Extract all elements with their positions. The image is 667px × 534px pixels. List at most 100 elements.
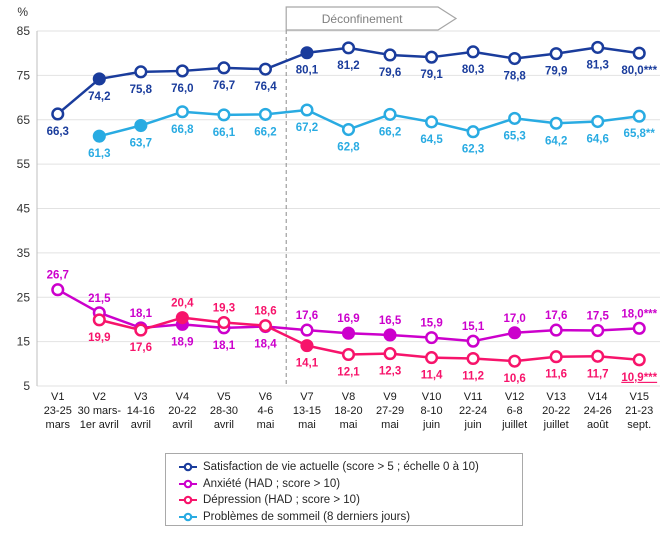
x-tick-date-label: 20-22 — [542, 405, 570, 417]
data-point — [92, 313, 106, 327]
x-tick-visit-label: V13 — [546, 391, 566, 403]
data-label: 64,6 — [587, 134, 609, 146]
y-tick-label: 45 — [17, 202, 31, 216]
legend-label: Satisfaction de vie actuelle (score > 5 … — [203, 461, 479, 474]
data-point — [92, 72, 106, 86]
data-label: 66,1 — [213, 127, 236, 139]
data-point — [175, 105, 189, 119]
x-tick-date-label: mai — [340, 419, 358, 431]
data-label: 62,3 — [462, 144, 484, 156]
x-tick-visit-label: V10 — [422, 391, 442, 403]
data-label: 18,0*** — [621, 308, 657, 320]
data-label: 20,4 — [171, 298, 194, 310]
data-label: 18,1 — [130, 308, 153, 320]
data-point — [632, 321, 646, 335]
data-label: 64,5 — [420, 134, 443, 146]
x-tick-date-label: sept. — [627, 419, 651, 431]
data-point — [300, 339, 314, 353]
data-point — [466, 125, 480, 139]
series-line — [98, 316, 641, 363]
y-tick-label: 35 — [17, 246, 31, 260]
data-label: 81,2 — [337, 60, 359, 72]
x-tick-date-label: août — [587, 419, 608, 431]
data-label: 19,9 — [88, 332, 110, 344]
data-point — [258, 107, 272, 121]
data-point — [632, 353, 646, 367]
data-label: 26,7 — [47, 270, 69, 282]
data-label: 65,3 — [503, 130, 525, 142]
data-label: 15,1 — [462, 321, 485, 333]
legend-item-anxiete: Anxiété (HAD ; score > 10) — [179, 476, 522, 492]
y-axis-unit-label: % — [17, 5, 28, 19]
x-axis: V1 23-25 mars V2 30 mars- 1er avril V3 14-16 avr… — [44, 391, 654, 431]
data-point — [466, 351, 480, 366]
data-label: 17,5 — [587, 311, 610, 323]
data-label: 10,9*** — [621, 372, 657, 384]
data-label: 80,0*** — [621, 65, 657, 77]
x-tick-date-label: juin — [464, 419, 482, 431]
data-label: 11,4 — [421, 370, 443, 382]
data-point — [549, 47, 563, 61]
data-point — [383, 107, 397, 121]
x-tick-date-label: mai — [381, 419, 399, 431]
data-point — [341, 122, 356, 137]
data-label: 21,5 — [88, 293, 111, 305]
data-point — [425, 50, 439, 64]
data-label: 62,8 — [337, 142, 360, 154]
data-point — [508, 354, 522, 368]
data-label: 14,1 — [296, 358, 319, 370]
x-tick-date-label: 23-25 — [44, 405, 72, 417]
deconfinement-banner: Déconfinement — [285, 6, 458, 31]
data-label: 11,2 — [462, 370, 484, 382]
y-tick-label: 65 — [17, 113, 31, 127]
x-tick-date-label: 13-15 — [293, 405, 321, 417]
x-tick-date-label: 6-8 — [507, 405, 523, 417]
series-anxiete: 26,7 21,5 18,1 18,9 18,1 18,4 17,6 16,9 16,5 15,9… — [47, 270, 658, 352]
x-tick-date-label: mai — [257, 419, 275, 431]
x-tick-date-label: 30 mars- — [78, 405, 122, 417]
x-tick-visit-label: V4 — [176, 391, 189, 403]
data-point — [549, 323, 563, 337]
x-tick-visit-label: V9 — [383, 391, 396, 403]
x-tick-date-label: 21-23 — [625, 405, 653, 417]
y-axis: 85 75 65 55 45 35 25 15 5% — [17, 5, 31, 393]
data-label: 16,5 — [379, 315, 402, 327]
data-point — [508, 51, 522, 66]
x-tick-date-label: 1er avril — [80, 419, 119, 431]
data-point — [508, 111, 522, 125]
legend-series-marker-icon — [179, 479, 197, 489]
data-label: 19,3 — [213, 303, 235, 315]
data-point — [466, 45, 480, 59]
y-tick-label: 5 — [23, 379, 30, 393]
data-label: 18,4 — [254, 339, 277, 351]
data-point — [632, 109, 646, 123]
x-tick-visit-label: V7 — [300, 391, 313, 403]
data-label: 80,1 — [296, 65, 319, 77]
x-tick-visit-label: V8 — [342, 391, 355, 403]
series-line — [98, 108, 641, 138]
data-point — [300, 46, 314, 60]
x-tick-date-label: juillet — [543, 419, 569, 431]
data-point — [425, 351, 439, 365]
data-point — [51, 283, 65, 297]
data-point — [134, 118, 148, 133]
legend-item-depression: Dépression (HAD ; score > 10) — [179, 492, 522, 508]
data-point — [258, 319, 272, 333]
x-tick-date-label: mai — [298, 419, 316, 431]
data-point — [591, 323, 605, 338]
data-label: 61,3 — [88, 148, 110, 160]
x-tick-date-label: 28-30 — [210, 405, 238, 417]
data-point — [134, 65, 148, 79]
data-point — [591, 114, 605, 129]
data-label: 17,6 — [545, 310, 567, 322]
data-label: 76,4 — [254, 81, 277, 93]
data-label: 79,1 — [420, 69, 443, 81]
data-label: 10,6 — [503, 373, 525, 385]
x-tick-visit-label: V3 — [134, 391, 147, 403]
x-tick-date-label: avril — [172, 419, 192, 431]
data-label: 18,1 — [213, 340, 236, 352]
x-tick-date-label: 18-20 — [334, 405, 362, 417]
y-tick-label: 75 — [17, 68, 31, 82]
data-point — [217, 61, 231, 75]
